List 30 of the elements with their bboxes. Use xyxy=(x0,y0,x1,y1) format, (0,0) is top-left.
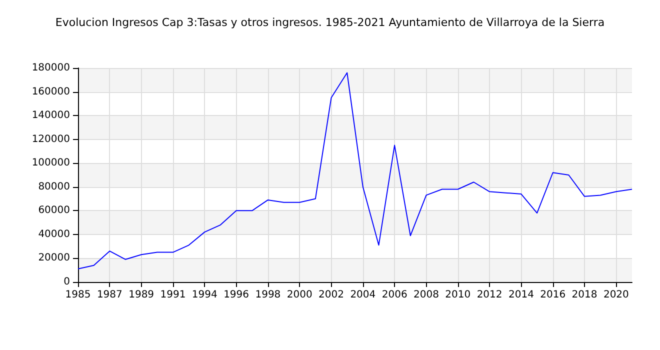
x-tick-label: 2012 xyxy=(476,290,502,300)
x-tick-label: 1998 xyxy=(255,290,281,300)
x-tick-label: 2006 xyxy=(382,290,408,300)
y-tick-label: 120000 xyxy=(32,134,70,145)
x-tick-label: 2020 xyxy=(603,290,629,300)
y-tick-label: 40000 xyxy=(38,228,70,240)
x-tick-label: 1987 xyxy=(96,290,122,300)
x-tick-label: 2014 xyxy=(508,290,534,300)
y-tick-label: 60000 xyxy=(38,205,70,216)
y-tick-label: 0 xyxy=(64,276,70,288)
x-tick-label: 2002 xyxy=(318,290,344,300)
y-tick-label: 20000 xyxy=(38,252,70,264)
x-tick-label: 1996 xyxy=(224,290,250,300)
x-tick-label: 1985 xyxy=(65,290,91,300)
line-series xyxy=(78,72,632,270)
y-tick-label: 80000 xyxy=(38,181,70,192)
chart-title: Evolucion Ingresos Cap 3:Tasas y otros ingresos. 1985-2021 Ayuntamiento de Villarroya de la Sierra xyxy=(55,16,605,29)
x-tick-label: 1989 xyxy=(128,290,154,300)
y-tick-label: 180000 xyxy=(32,62,70,74)
x-tick-label: 2000 xyxy=(286,290,312,300)
y-tick-label: 160000 xyxy=(32,86,70,98)
x-tick-label: 2016 xyxy=(540,290,566,300)
x-tick-label: 2004 xyxy=(350,290,376,300)
y-tick-label: 100000 xyxy=(32,158,70,169)
x-tick-label: 2018 xyxy=(572,290,598,300)
x-tick-label: 2008 xyxy=(414,290,439,300)
y-tick-label: 140000 xyxy=(32,110,70,122)
x-tick-label: 2010 xyxy=(445,290,471,300)
x-tick-label: 1994 xyxy=(192,290,218,300)
x-tick-label: 1991 xyxy=(160,290,186,300)
